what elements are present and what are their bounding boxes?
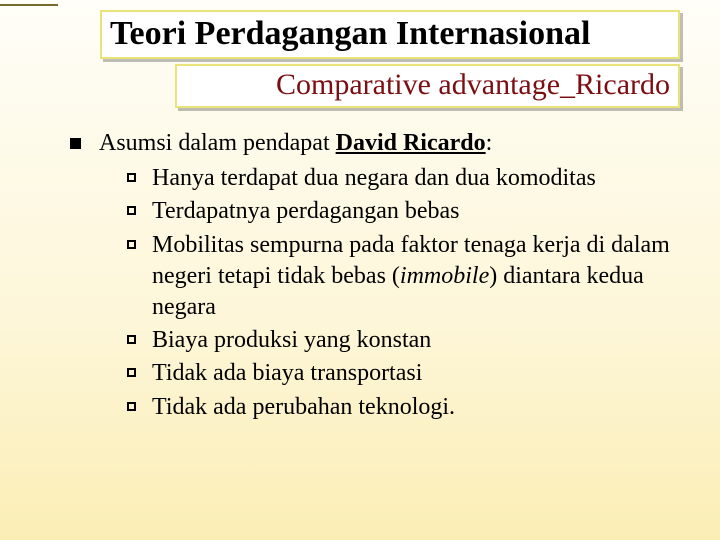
slide: Teori Perdagangan Internasional Comparat…	[0, 0, 720, 540]
lead-name: David Ricardo	[336, 130, 486, 156]
list-item: Tidak ada biaya transportasi	[152, 358, 690, 389]
list-item: Terdapatnya perdagangan bebas	[152, 196, 690, 227]
list-item: Tidak ada perubahan teknologi.	[152, 392, 690, 423]
accent-line	[0, 4, 58, 6]
square-outline-icon	[127, 173, 136, 182]
content-area: Asumsi dalam pendapat David Ricardo: Han…	[70, 128, 690, 429]
lead-prefix: Asumsi dalam pendapat	[99, 130, 336, 156]
lead-suffix: :	[486, 130, 493, 156]
slide-subtitle: Comparative advantage_Ricardo	[185, 66, 670, 104]
bullet-level2: Tidak ada perubahan teknologi.	[127, 392, 690, 423]
square-filled-icon	[70, 138, 81, 149]
bullet-level2: Hanya terdapat dua negara dan dua komodi…	[127, 163, 690, 194]
subtitle-box: Comparative advantage_Ricardo	[175, 64, 680, 108]
sub-list: Hanya terdapat dua negara dan dua komodi…	[99, 163, 690, 423]
slide-title: Teori Perdagangan Internasional	[110, 14, 670, 53]
square-outline-icon	[127, 240, 136, 249]
bullet-level2: Mobilitas sempurna pada faktor tenaga ke…	[127, 230, 690, 324]
bullet-level2: Tidak ada biaya transportasi	[127, 358, 690, 389]
bullet-level1: Asumsi dalam pendapat David Ricardo: Han…	[70, 128, 690, 425]
square-outline-icon	[127, 368, 136, 377]
list-item: Hanya terdapat dua negara dan dua komodi…	[152, 163, 690, 194]
square-outline-icon	[127, 206, 136, 215]
list-item: Biaya produksi yang konstan	[152, 325, 690, 356]
list-item: Mobilitas sempurna pada faktor tenaga ke…	[152, 230, 690, 324]
bullet-level2: Biaya produksi yang konstan	[127, 325, 690, 356]
square-outline-icon	[127, 335, 136, 344]
bullet-level2: Terdapatnya perdagangan bebas	[127, 196, 690, 227]
square-outline-icon	[127, 402, 136, 411]
lead-line: Asumsi dalam pendapat David Ricardo: Han…	[99, 128, 690, 425]
title-box: Teori Perdagangan Internasional	[100, 10, 680, 59]
